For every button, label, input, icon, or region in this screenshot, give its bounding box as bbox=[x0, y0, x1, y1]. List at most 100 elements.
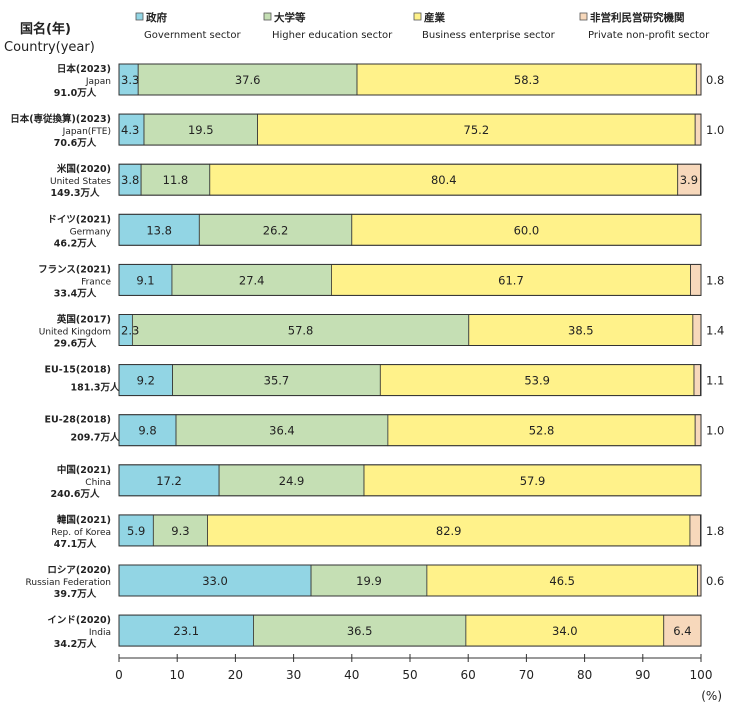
data-label: 60.0 bbox=[514, 223, 540, 237]
data-label: 24.9 bbox=[279, 474, 305, 488]
row-total-label: 91.0万人 bbox=[54, 87, 97, 99]
bar-frame bbox=[118, 514, 702, 547]
bar-segment bbox=[379, 364, 695, 397]
data-label: 1.0 bbox=[706, 123, 724, 137]
row-en-label: Rep. of Korea bbox=[51, 528, 111, 538]
x-tick-label: 70 bbox=[519, 668, 534, 682]
data-label: 6.4 bbox=[673, 624, 691, 638]
data-label: 0.6 bbox=[706, 574, 724, 588]
bar-segment bbox=[137, 63, 358, 96]
x-tick-label: 100 bbox=[690, 668, 713, 682]
legend-label-en: Private non-profit sector bbox=[588, 30, 710, 41]
bar-frame bbox=[118, 213, 702, 246]
bar-segment bbox=[689, 514, 701, 547]
row-total-label: 181.3万人 bbox=[70, 382, 120, 394]
row-total-label: 33.4万人 bbox=[54, 287, 97, 299]
data-label: 9.2 bbox=[137, 374, 155, 388]
legend: 政府 Government sector 大学等 Higher education s… bbox=[135, 11, 710, 41]
row-name-label: 韓国(2021) bbox=[57, 514, 111, 526]
x-tick-label: 80 bbox=[577, 668, 592, 682]
row-en-label: Germany bbox=[70, 227, 112, 237]
data-label: 36.5 bbox=[347, 624, 373, 638]
bar-segment bbox=[140, 163, 211, 196]
bar-row: EU-28(2018) 209.7万人 9.8 36.4 52.8 1.0 bbox=[45, 414, 724, 447]
bar-frame bbox=[118, 314, 702, 346]
row-total-label: 149.3万人 bbox=[50, 187, 100, 199]
bar-row: 日本(専従換算)(2023) Japan(FTE)70.6万人 4.3 19.5 75.… bbox=[10, 113, 724, 149]
data-label: 3.9 bbox=[680, 173, 698, 187]
x-tick-label: 30 bbox=[286, 668, 301, 682]
legend-swatch bbox=[263, 12, 272, 21]
row-en-label: France bbox=[81, 277, 111, 287]
data-label: 13.8 bbox=[146, 223, 172, 237]
legend-label-ja: 産業 bbox=[424, 11, 445, 24]
row-name-label: ロシア(2020) bbox=[47, 565, 111, 576]
bar-segment bbox=[695, 63, 702, 96]
row-en-label: United States bbox=[50, 177, 111, 187]
header-title-en: Country(year) bbox=[4, 40, 95, 55]
bar-segment bbox=[693, 364, 701, 397]
row-total-label: 209.7万人 bbox=[70, 432, 120, 444]
bar-segment bbox=[663, 614, 702, 647]
data-label: 58.3 bbox=[514, 73, 540, 87]
legend-label-en: Government sector bbox=[144, 30, 241, 41]
row-name-label: ドイツ(2021) bbox=[47, 214, 111, 225]
data-label: 35.7 bbox=[264, 374, 290, 388]
data-label: 4.3 bbox=[121, 123, 139, 137]
x-tick-label: 40 bbox=[344, 668, 359, 682]
data-label: 26.2 bbox=[263, 223, 289, 237]
legend-label-en: Business enterprise sector bbox=[422, 30, 556, 41]
data-label: 1.1 bbox=[706, 374, 724, 388]
bar-segment bbox=[694, 113, 702, 146]
data-label: 57.8 bbox=[288, 324, 314, 338]
bar-segment bbox=[694, 414, 702, 447]
data-label: 5.9 bbox=[127, 524, 145, 538]
bar-segment bbox=[118, 263, 173, 296]
bar-segment bbox=[363, 464, 702, 497]
bar-segment bbox=[692, 314, 702, 346]
row-name-label: フランス(2021) bbox=[38, 264, 111, 275]
row-total-label: 47.1万人 bbox=[54, 538, 97, 550]
data-label: 33.0 bbox=[202, 574, 228, 588]
bar-segment bbox=[310, 564, 428, 597]
bar-frame bbox=[118, 614, 702, 647]
row-total-label: 34.2万人 bbox=[54, 638, 97, 650]
x-axis: 0 10 20 30 40 50 60 70 80 90 100 bbox=[115, 654, 712, 682]
data-label: 57.9 bbox=[520, 474, 546, 488]
x-tick-label: 0 bbox=[115, 668, 123, 682]
row-en-label: India bbox=[89, 628, 111, 638]
row-total-label: 240.6万人 bbox=[50, 488, 100, 500]
row-total-label: 70.6万人 bbox=[54, 137, 97, 149]
bar-segment bbox=[198, 213, 353, 246]
data-label: 19.5 bbox=[188, 123, 214, 137]
x-tick-label: 20 bbox=[228, 668, 243, 682]
data-label: 19.9 bbox=[356, 574, 382, 588]
bar-frame bbox=[118, 364, 702, 397]
bar-segment bbox=[257, 113, 696, 146]
bar-segment bbox=[697, 564, 702, 597]
row-total-label: 39.7万人 bbox=[54, 588, 97, 600]
data-label: 11.8 bbox=[163, 173, 189, 187]
row-name-label: 英国(2017) bbox=[57, 314, 111, 326]
row-en-label: Japan bbox=[85, 77, 111, 87]
bar-segment bbox=[171, 263, 332, 296]
data-label: 1.8 bbox=[706, 273, 724, 287]
bar-frame bbox=[118, 564, 702, 597]
bar-frame bbox=[118, 263, 702, 296]
row-total-label: 29.6万人 bbox=[54, 338, 97, 350]
data-label: 1.8 bbox=[706, 524, 724, 538]
header-title-ja: 国名(年) bbox=[20, 21, 71, 37]
data-label: 1.4 bbox=[706, 324, 724, 338]
legend-label-ja: 非営利民営研究機関 bbox=[590, 11, 685, 24]
percent-unit-label: (%) bbox=[701, 689, 722, 703]
